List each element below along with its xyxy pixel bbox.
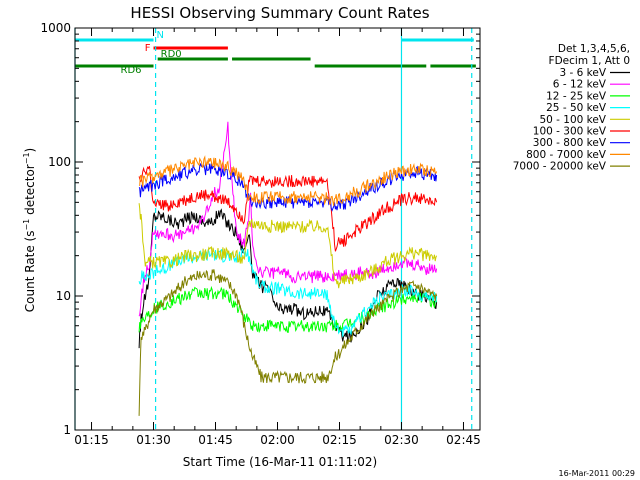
x-tick-label: 01:45 xyxy=(198,433,233,447)
footer-timestamp: 16-Mar-2011 00:29 xyxy=(559,469,636,478)
legend-header-line-2: FDecim 1, Att 0 xyxy=(549,55,630,67)
legend-entry-label: 100 - 300 keV xyxy=(533,126,607,138)
y-axis-label-sup1: −1 xyxy=(22,219,31,231)
x-tick-label: 01:15 xyxy=(74,433,109,447)
plot-frame xyxy=(74,27,481,431)
y-tick-label: 10 xyxy=(56,289,71,303)
legend-entry-label: 300 - 800 keV xyxy=(533,137,607,149)
state-bar-label-n: N xyxy=(157,30,164,41)
state-vertical-lines xyxy=(74,28,473,430)
legend-entry-label: 25 - 50 keV xyxy=(546,102,607,114)
x-tick-label: 02:30 xyxy=(384,433,419,447)
state-bar-label-f: F xyxy=(145,43,151,54)
series-line xyxy=(138,203,438,289)
legend-header-line-1: Det 1,3,4,5,6, xyxy=(558,43,630,55)
y-axis-label: Count Rate (s−1 detector−1) xyxy=(22,148,37,312)
series-line xyxy=(138,208,438,349)
tick-group: 01:15 01:30 01:45 02:00 02:15 02:30 02:45 1 10 10… xyxy=(40,21,480,447)
legend-entry-label: 50 - 100 keV xyxy=(539,114,606,126)
y-axis-label-main: Count Rate (s xyxy=(23,231,37,313)
legend-entry-label: 7000 - 20000 keV xyxy=(513,161,607,173)
x-axis-label: Start Time (16-Mar-11 01:11:02) xyxy=(183,455,377,469)
x-tick-label: 02:45 xyxy=(446,433,481,447)
y-axis-label-end: ) xyxy=(23,148,37,153)
legend-entry-label: 12 - 25 keV xyxy=(546,90,607,102)
x-tick-label: 02:15 xyxy=(322,433,357,447)
y-tick-label: 1000 xyxy=(40,21,71,35)
y-tick-label: 1 xyxy=(63,423,71,437)
y-axis-label-mid: detector xyxy=(23,164,37,219)
series-line xyxy=(138,165,438,252)
state-bar-label-rd0: RD0 xyxy=(161,49,182,60)
legend-entry-label: 3 - 6 keV xyxy=(559,67,606,79)
y-axis-label-sup2: −1 xyxy=(22,152,31,164)
x-tick-label: 01:30 xyxy=(136,433,171,447)
legend-entry-label: 6 - 12 keV xyxy=(553,79,607,91)
legend: Det 1,3,4,5,6, FDecim 1, Att 0 3 - 6 keV… xyxy=(513,43,630,173)
state-bar-label-rd6: RD6 xyxy=(121,65,142,76)
series-line xyxy=(138,269,438,416)
series-line xyxy=(138,155,438,206)
y-tick-label: 100 xyxy=(48,155,71,169)
legend-entry-label: 800 - 7000 keV xyxy=(526,149,607,161)
x-tick-label: 02:00 xyxy=(260,433,295,447)
state-bars: NF RD0 RD6 xyxy=(75,30,476,76)
series-group xyxy=(138,121,438,416)
chart-title: HESSI Observing Summary Count Rates xyxy=(130,4,429,22)
series-line xyxy=(138,121,438,317)
series-line xyxy=(138,247,438,337)
